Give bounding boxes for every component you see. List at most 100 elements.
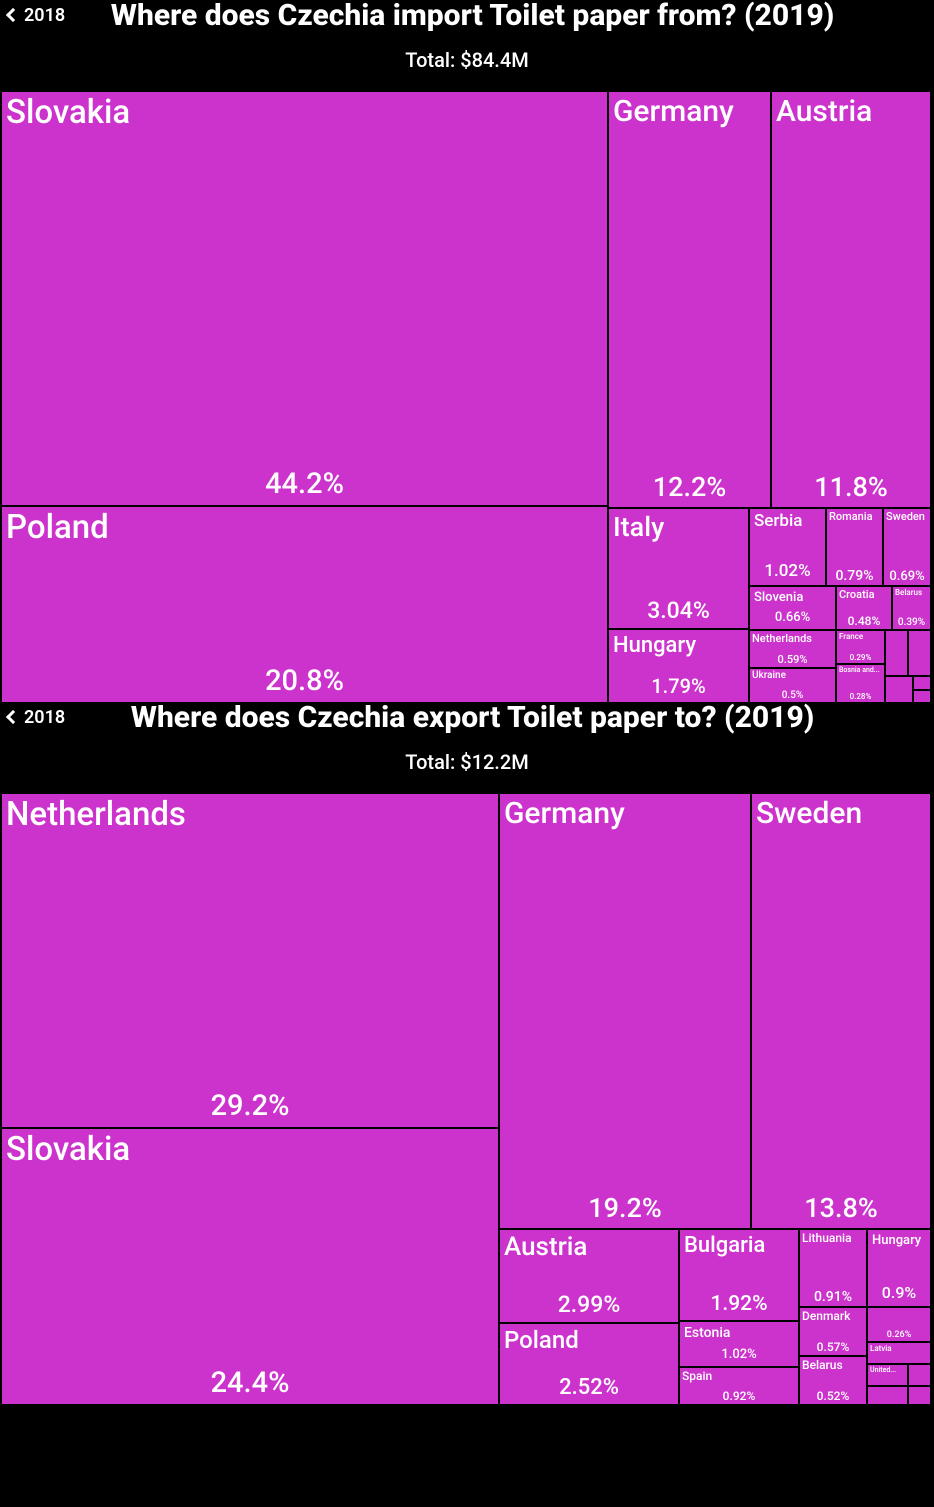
cell-percent: 0.79% [827,568,882,584]
treemap-cell[interactable]: Sweden13.8% [751,793,931,1229]
treemap-cell[interactable] [908,630,931,676]
treemap-cell[interactable]: Hungary0.9% [867,1229,931,1307]
treemap-cell[interactable]: Germany 19.2% [499,793,751,1229]
chevron-left-icon [6,710,20,724]
cell-label: Latvia [870,1345,892,1353]
cell-label: France [839,633,863,641]
cell-label: Hungary [872,1234,921,1248]
cell-percent: 1.02% [680,1347,798,1362]
treemap-cell[interactable] [885,630,908,676]
cell-label: Austria [504,1234,587,1261]
cell-percent: 20.8% [2,664,607,698]
cell-label: Slovenia [754,591,803,605]
treemap-cell[interactable] [908,1364,931,1386]
treemap-cell[interactable]: Ukraine0.5% [749,668,836,703]
treemap-cell[interactable]: Romania 0.79% [826,508,883,586]
treemap-cell[interactable]: 0.26% [867,1307,931,1342]
cell-percent: 12.2% [609,471,770,503]
treemap-cell[interactable]: Bulgaria1.92% [679,1229,799,1321]
cell-percent: 2.52% [500,1375,678,1400]
chart-section-1: 2018 Where does Czechia export Toilet pap… [0,702,934,1404]
treemap-cell[interactable]: Netherlands0.59% [749,630,836,668]
cell-label: Belarus [895,589,922,597]
treemap-cell[interactable]: Austria 2.99% [499,1229,679,1323]
cell-label: Poland [6,511,109,546]
treemap: Netherlands29.2% Slovakia 24.4% Germany 19.2… [0,792,930,1404]
cell-label: Germany [504,798,625,830]
cell-label: Serbia [754,513,802,531]
treemap-cell[interactable]: Hungary 1.79% [608,629,749,703]
treemap-cell[interactable]: Sweden0.69% [883,508,931,586]
treemap-cell[interactable]: Lithuania 0.91% [799,1229,867,1307]
cell-percent: 3.04% [609,597,748,624]
treemap-cell[interactable] [913,676,931,690]
cell-percent: 0.29% [837,653,884,662]
chevron-left-icon [6,8,20,22]
treemap-cell[interactable] [908,1386,931,1405]
treemap-cell[interactable] [867,1386,908,1405]
treemap-cell[interactable]: Poland 2.52% [499,1323,679,1405]
cell-label: Croatia [839,589,875,601]
treemap-cell[interactable]: Estonia 1.02% [679,1321,799,1367]
cell-label: United... [870,1367,896,1374]
cell-label: Spain [682,1370,712,1383]
treemap-cell[interactable]: Slovakia 44.2% [1,91,608,506]
cell-percent: 1.02% [750,561,825,581]
cell-percent: 19.2% [500,1192,750,1224]
treemap-cell[interactable]: Denmark0.57% [799,1307,867,1356]
cell-percent: 0.91% [800,1289,866,1305]
chart-section-0: 2018 Where does Czechia import Toilet pap… [0,0,934,702]
cell-label: Netherlands [752,633,812,645]
treemap-cell[interactable]: Serbia 1.02% [749,508,826,586]
treemap-cell[interactable]: Belarus 0.52% [799,1356,867,1405]
cell-label: Slovakia [6,96,130,131]
cell-label: Slovakia [6,1133,130,1168]
cell-percent: 29.2% [2,1089,498,1123]
treemap-cell[interactable]: Croatia0.48% [836,586,892,630]
treemap-cell[interactable]: Belarus 0.39% [892,586,931,630]
cell-percent: 0.39% [893,617,930,628]
cell-percent: 0.66% [750,610,835,625]
treemap-cell[interactable]: Latvia [867,1342,931,1364]
prev-year-label: 2018 [24,707,65,728]
cell-percent: 0.92% [680,1389,798,1403]
treemap-cell[interactable]: United... [867,1364,908,1386]
chart-title: Where does Czechia import Toilet paper f… [77,0,868,33]
cell-percent: 0.69% [884,569,930,584]
cell-label: Bulgaria [684,1234,765,1257]
treemap-cell[interactable]: Slovenia 0.66% [749,586,836,630]
treemap-cell[interactable]: Poland 20.8% [1,506,608,703]
prev-year-button[interactable]: 2018 [6,5,67,26]
prev-year-button[interactable]: 2018 [6,707,67,728]
cell-label: Romania [829,511,873,523]
chart-header: 2018 Where does Czechia import Toilet pap… [0,0,934,30]
cell-percent: 1.79% [609,674,748,698]
treemap-cell[interactable]: Netherlands29.2% [1,793,499,1128]
chart-subtitle: Total: $12.2M [0,732,934,792]
cell-percent: 24.4% [2,1366,498,1400]
cell-percent: 0.52% [800,1389,866,1403]
page-root: 2018 Where does Czechia import Toilet pap… [0,0,934,1404]
treemap-cell[interactable]: Slovakia 24.4% [1,1128,499,1405]
treemap-cell[interactable]: France 0.29% [836,630,885,664]
treemap-cell[interactable]: Bosnia and...0.28% [836,664,885,703]
treemap-cell[interactable]: Italy3.04% [608,508,749,629]
treemap-cell[interactable]: Spain 0.92% [679,1367,799,1405]
treemap-cell[interactable]: Austria11.8% [771,91,931,508]
cell-percent: 44.2% [2,467,607,501]
cell-label: Bosnia and... [839,667,880,674]
cell-label: Germany [613,96,734,128]
chart-title: Where does Czechia export Toilet paper t… [77,700,868,735]
cell-percent: 13.8% [752,1192,930,1224]
cell-label: Lithuania [802,1232,852,1245]
cell-percent: 2.99% [500,1291,678,1318]
chart-subtitle: Total: $84.4M [0,30,934,90]
cell-label: Poland [504,1328,579,1353]
treemap: Slovakia44.2%Poland20.8%Germany12.2%Aust… [0,90,930,702]
cell-label: Estonia [684,1326,730,1341]
treemap-cell[interactable]: Germany 12.2% [608,91,771,508]
cell-label: Hungary [613,634,696,657]
cell-label: Belarus [802,1359,843,1372]
treemap-cell[interactable] [885,676,913,703]
cell-label: Austria [776,96,872,128]
